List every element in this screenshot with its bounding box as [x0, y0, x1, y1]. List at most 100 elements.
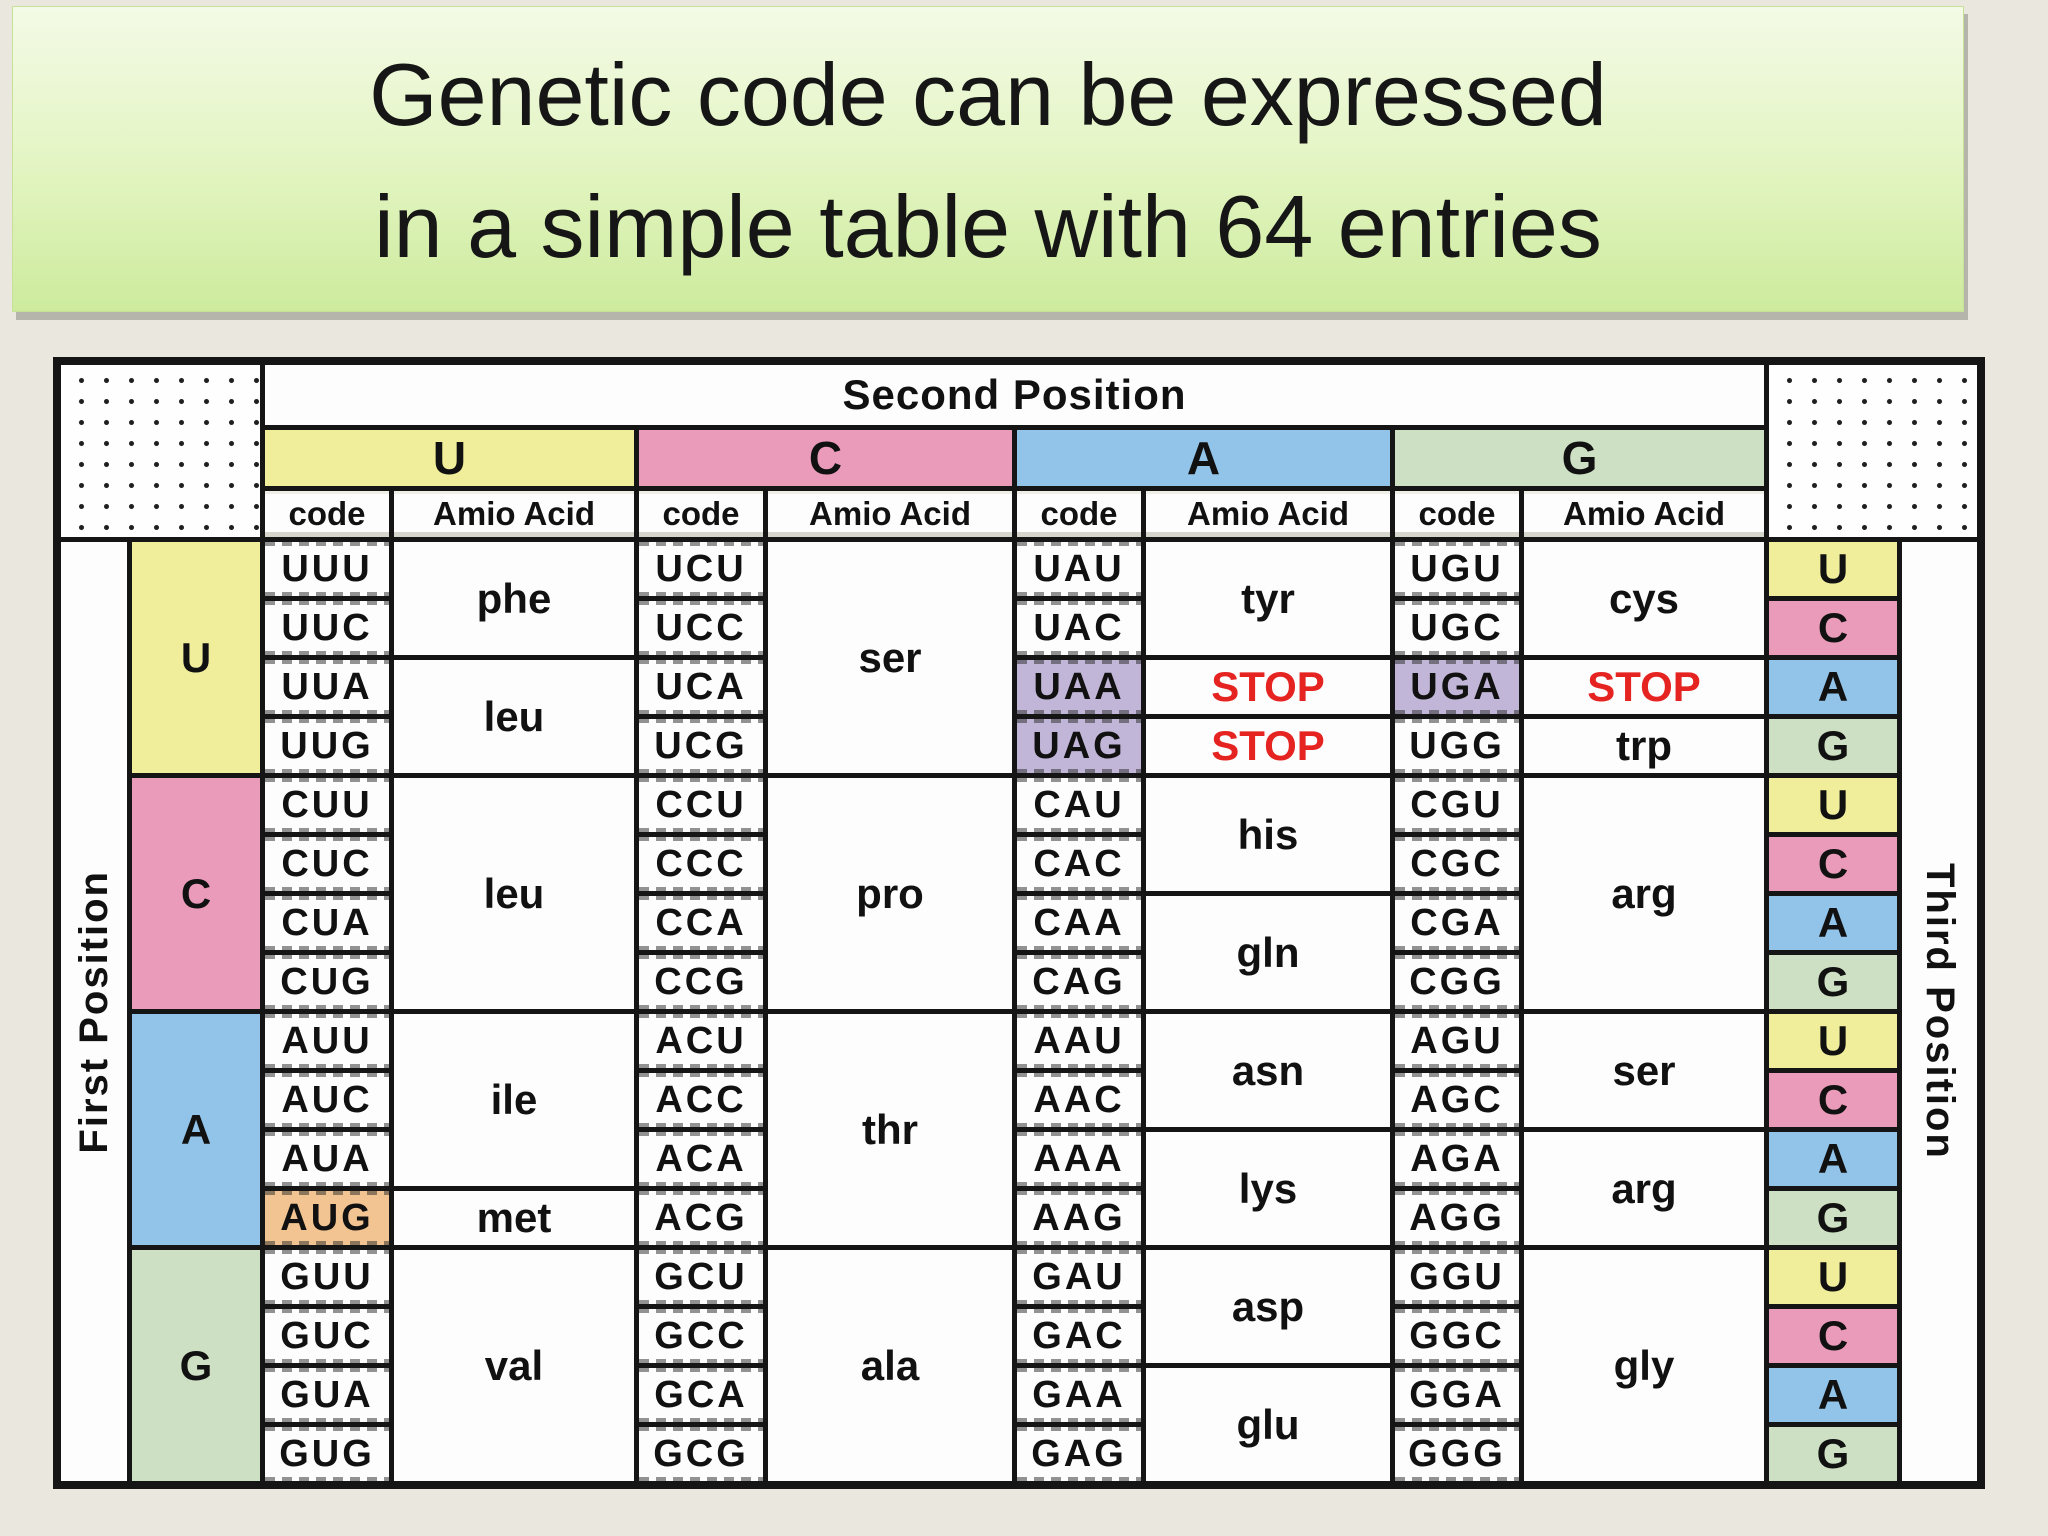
third-position-base-U: U: [1769, 1250, 1897, 1304]
codon-GCG: GCG: [639, 1427, 763, 1481]
subheader-amino-acid: Amio Acid: [1524, 491, 1764, 537]
codon-CAC: CAC: [1017, 837, 1141, 891]
third-position-base-C: C: [1769, 1309, 1897, 1363]
codon-UUA: UUA: [265, 660, 389, 714]
codon-UGG: UGG: [1395, 719, 1519, 773]
codon-GAG: GAG: [1017, 1427, 1141, 1481]
amino-leu: leu: [394, 778, 634, 1009]
codon-CGG: CGG: [1395, 955, 1519, 1009]
codon-CAG: CAG: [1017, 955, 1141, 1009]
third-position-base-G: G: [1769, 1427, 1897, 1481]
codon-AGG: AGG: [1395, 1191, 1519, 1245]
third-position-base-G: G: [1769, 1191, 1897, 1245]
third-position-base-C: C: [1769, 1073, 1897, 1127]
amino-ile: ile: [394, 1014, 634, 1186]
amino-glu: glu: [1146, 1368, 1390, 1481]
codon-GUA: GUA: [265, 1368, 389, 1422]
codon-CGC: CGC: [1395, 837, 1519, 891]
codon-AAU: AAU: [1017, 1014, 1141, 1068]
third-position-base-G: G: [1769, 719, 1897, 773]
codon-AGA: AGA: [1395, 1132, 1519, 1186]
amino-tyr: tyr: [1146, 542, 1390, 655]
codon-UAG: UAG: [1017, 719, 1141, 773]
codon-AAA: AAA: [1017, 1132, 1141, 1186]
codon-GCC: GCC: [639, 1309, 763, 1363]
codon-AUG: AUG: [265, 1191, 389, 1245]
amino-ser: ser: [1524, 1014, 1764, 1127]
codon-GUG: GUG: [265, 1427, 389, 1481]
corner-dotted-top-right: [1769, 365, 1977, 537]
codon-GAA: GAA: [1017, 1368, 1141, 1422]
first-position-base-C: C: [132, 778, 260, 1009]
amino-met: met: [394, 1191, 634, 1245]
codon-ACA: ACA: [639, 1132, 763, 1186]
amino-cys: cys: [1524, 542, 1764, 655]
slide-title-line1: Genetic code can be expressed: [369, 45, 1607, 144]
codon-UCA: UCA: [639, 660, 763, 714]
codon-UCC: UCC: [639, 601, 763, 655]
codon-AGU: AGU: [1395, 1014, 1519, 1068]
codon-ACG: ACG: [639, 1191, 763, 1245]
codon-AUU: AUU: [265, 1014, 389, 1068]
subheader-code: code: [1395, 491, 1519, 537]
third-position-base-A: A: [1769, 1132, 1897, 1186]
codon-CUU: CUU: [265, 778, 389, 832]
codon-AUC: AUC: [265, 1073, 389, 1127]
amino-leu: leu: [394, 660, 634, 773]
codon-CUG: CUG: [265, 955, 389, 1009]
first-position-label: First Position: [61, 542, 127, 1481]
subheader-code: code: [639, 491, 763, 537]
third-position-base-A: A: [1769, 660, 1897, 714]
second-position-base-G: G: [1395, 430, 1764, 486]
codon-AGC: AGC: [1395, 1073, 1519, 1127]
amino-arg: arg: [1524, 1132, 1764, 1245]
amino-his: his: [1146, 778, 1390, 891]
codon-GGU: GGU: [1395, 1250, 1519, 1304]
codon-CCU: CCU: [639, 778, 763, 832]
subheader-code: code: [1017, 491, 1141, 537]
first-position-base-G: G: [132, 1250, 260, 1481]
amino-gln: gln: [1146, 896, 1390, 1009]
amino-arg: arg: [1524, 778, 1764, 1009]
third-position-base-U: U: [1769, 1014, 1897, 1068]
codon-CGA: CGA: [1395, 896, 1519, 950]
codon-AAC: AAC: [1017, 1073, 1141, 1127]
subheader-amino-acid: Amio Acid: [768, 491, 1012, 537]
codon-GUC: GUC: [265, 1309, 389, 1363]
codon-UCU: UCU: [639, 542, 763, 596]
amino-pro: pro: [768, 778, 1012, 1009]
codon-GGA: GGA: [1395, 1368, 1519, 1422]
codon-CAU: CAU: [1017, 778, 1141, 832]
amino-gly: gly: [1524, 1250, 1764, 1481]
codon-CCG: CCG: [639, 955, 763, 1009]
amino-phe: phe: [394, 542, 634, 655]
third-position-label: Third Position: [1902, 542, 1977, 1481]
third-position-base-A: A: [1769, 896, 1897, 950]
third-position-base-U: U: [1769, 542, 1897, 596]
codon-CGU: CGU: [1395, 778, 1519, 832]
first-position-base-A: A: [132, 1014, 260, 1245]
codon-AAG: AAG: [1017, 1191, 1141, 1245]
amino-asp: asp: [1146, 1250, 1390, 1363]
codon-UAU: UAU: [1017, 542, 1141, 596]
amino-thr: thr: [768, 1014, 1012, 1245]
amino-ser: ser: [768, 542, 1012, 773]
codon-UAA: UAA: [1017, 660, 1141, 714]
codon-UGC: UGC: [1395, 601, 1519, 655]
codon-GCU: GCU: [639, 1250, 763, 1304]
codon-UUU: UUU: [265, 542, 389, 596]
second-position-base-C: C: [639, 430, 1012, 486]
subheader-code: code: [265, 491, 389, 537]
slide-title-line2: in a simple table with 64 entries: [374, 177, 1602, 276]
third-position-base-C: C: [1769, 601, 1897, 655]
codon-CCC: CCC: [639, 837, 763, 891]
third-position-base-U: U: [1769, 778, 1897, 832]
second-position-header: Second Position: [265, 365, 1764, 425]
third-position-base-G: G: [1769, 955, 1897, 1009]
title-banner: Genetic code can be expressed in a simpl…: [12, 6, 1964, 312]
codon-CAA: CAA: [1017, 896, 1141, 950]
codon-UAC: UAC: [1017, 601, 1141, 655]
codon-CUC: CUC: [265, 837, 389, 891]
codon-GUU: GUU: [265, 1250, 389, 1304]
